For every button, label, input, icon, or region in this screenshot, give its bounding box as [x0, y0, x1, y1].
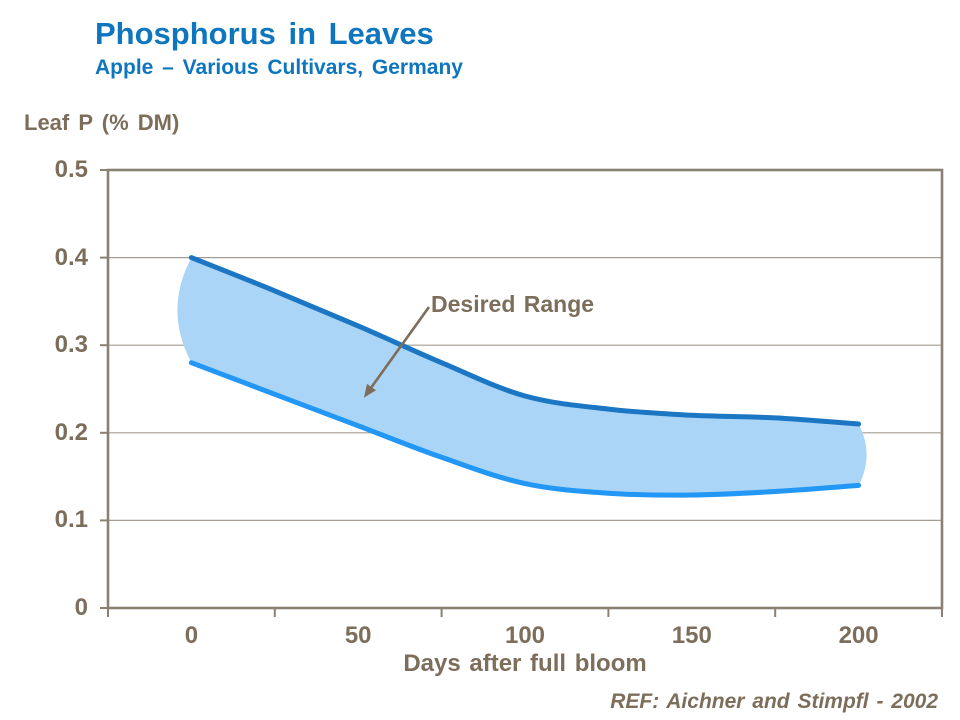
page-title: Phosphorus in Leaves [95, 16, 434, 51]
x-tick-label: 50 [344, 622, 372, 649]
reference-citation: REF: Aichner and Stimpfl - 2002 [610, 690, 938, 713]
x-tick-label: 200 [838, 622, 879, 649]
y-tick-label: 0.5 [54, 156, 88, 183]
y-tick-label: 0.2 [54, 418, 88, 446]
y-axis-unit-label: Leaf P (% DM) [24, 110, 180, 135]
upper-bound-curve [188, 255, 862, 427]
page-subtitle: Apple – Various Cultivars, Germany [95, 56, 463, 79]
desired-range-band [177, 257, 867, 496]
x-tick-label: 100 [504, 622, 546, 649]
y-tick-label: 0 [74, 594, 88, 621]
annotation-arrow-line [366, 306, 431, 393]
plot-frame [106, 168, 944, 610]
y-tick-label: 0.4 [54, 243, 88, 271]
x-tick-label: 150 [671, 622, 712, 649]
y-tick-label: 0.3 [54, 331, 88, 359]
x-tick-label: 0 [184, 622, 199, 649]
band-annotation-label: Desired Range [431, 291, 595, 317]
x-axis-title: Days after full bloom [403, 650, 647, 677]
y-tick-label: 0.1 [54, 506, 88, 534]
annotation-arrowhead [363, 383, 376, 398]
lower-bound-curve [188, 360, 862, 498]
